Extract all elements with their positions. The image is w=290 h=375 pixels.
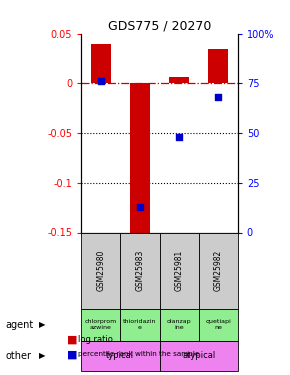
Text: thioridazin
e: thioridazin e <box>123 320 157 330</box>
Text: GSM25983: GSM25983 <box>135 250 144 291</box>
Bar <box>160 232 199 309</box>
Text: typical: typical <box>106 351 134 360</box>
Bar <box>81 309 120 341</box>
Text: other: other <box>6 351 32 361</box>
Bar <box>199 309 238 341</box>
Bar <box>160 341 238 371</box>
Bar <box>130 84 150 237</box>
Point <box>216 94 220 100</box>
Text: percentile rank within the sample: percentile rank within the sample <box>78 351 200 357</box>
Point <box>99 78 103 84</box>
Text: GSM25981: GSM25981 <box>175 250 184 291</box>
Text: GSM25982: GSM25982 <box>214 250 223 291</box>
Title: GDS775 / 20270: GDS775 / 20270 <box>108 20 211 33</box>
Bar <box>209 49 228 84</box>
Text: ■: ■ <box>67 350 77 359</box>
Text: log ratio: log ratio <box>78 335 113 344</box>
Text: ▶: ▶ <box>39 320 45 329</box>
Text: chlorprom
azwine: chlorprom azwine <box>85 320 117 330</box>
Bar <box>160 309 199 341</box>
Bar <box>91 44 110 84</box>
Text: GSM25980: GSM25980 <box>96 250 105 291</box>
Text: ■: ■ <box>67 334 77 344</box>
Text: agent: agent <box>6 320 34 330</box>
Text: olanzap
ine: olanzap ine <box>167 320 191 330</box>
Text: atypical: atypical <box>182 351 215 360</box>
Bar <box>169 78 189 84</box>
Text: ▶: ▶ <box>39 351 45 360</box>
Point <box>138 204 142 210</box>
Point <box>177 134 182 140</box>
Bar <box>81 232 120 309</box>
Bar <box>81 341 160 371</box>
Bar <box>120 309 160 341</box>
Bar <box>120 232 160 309</box>
Text: quetiapi
ne: quetiapi ne <box>205 320 231 330</box>
Bar <box>199 232 238 309</box>
